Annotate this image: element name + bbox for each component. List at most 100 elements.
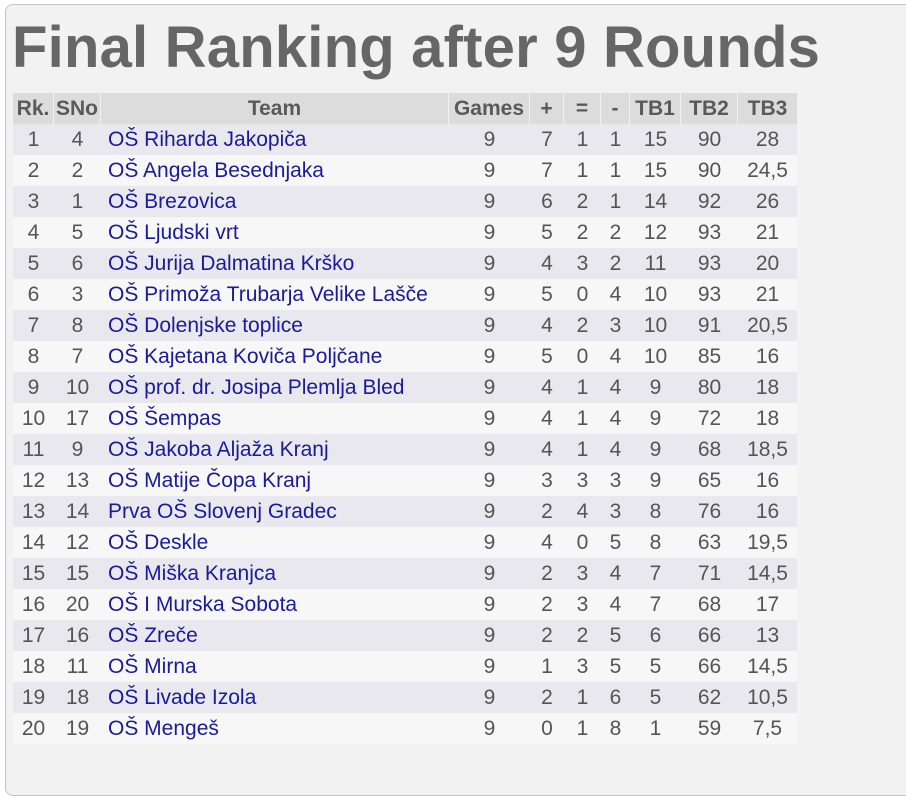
table-row: 16 20 OŠ I Murska Sobota 9 2 3 4 7 68 17 (13, 589, 797, 620)
tb2-cell: 92 (681, 186, 738, 217)
tb2-cell: 93 (681, 279, 738, 310)
games-cell: 9 (449, 217, 530, 248)
draws-cell: 0 (564, 279, 601, 310)
tb1-cell: 9 (630, 372, 681, 403)
tb3-cell: 14,5 (738, 651, 797, 682)
losses-cell: 3 (601, 310, 630, 341)
table-row: 11 9 OŠ Jakoba Aljaža Kranj 9 4 1 4 9 68 18,5 (13, 434, 797, 465)
team-link[interactable]: OŠ Dolenjske toplice (101, 310, 449, 341)
team-link[interactable]: OŠ Primoža Trubarja Velike Lašče (101, 279, 449, 310)
losses-cell: 5 (601, 527, 630, 558)
team-link[interactable]: OŠ Jakoba Aljaža Kranj (101, 434, 449, 465)
losses-cell: 1 (601, 155, 630, 186)
header-team: Team (101, 93, 449, 124)
start-number-cell: 10 (54, 372, 101, 403)
tb1-cell: 5 (630, 651, 681, 682)
losses-cell: 4 (601, 372, 630, 403)
tb2-cell: 76 (681, 496, 738, 527)
losses-cell: 2 (601, 217, 630, 248)
tb1-cell: 7 (630, 589, 681, 620)
start-number-cell: 15 (54, 558, 101, 589)
ranking-table-body: 1 4 OŠ Riharda Jakopiča 9 7 1 1 15 90 28 2 2 OŠ Ange… (13, 124, 797, 744)
table-row: 10 17 OŠ Šempas 9 4 1 4 9 72 18 (13, 403, 797, 434)
table-row: 12 13 OŠ Matije Čopa Kranj 9 3 3 3 9 65 16 (13, 465, 797, 496)
start-number-cell: 8 (54, 310, 101, 341)
table-row: 17 16 OŠ Zreče 9 2 2 5 6 66 13 (13, 620, 797, 651)
table-row: 14 12 OŠ Deskle 9 4 0 5 8 63 19,5 (13, 527, 797, 558)
games-cell: 9 (449, 186, 530, 217)
table-row: 19 18 OŠ Livade Izola 9 2 1 6 5 62 10,5 (13, 682, 797, 713)
draws-cell: 3 (564, 558, 601, 589)
games-cell: 9 (449, 713, 530, 744)
table-row: 9 10 OŠ prof. dr. Josipa Plemlja Bled 9 4 1 4 9… (13, 372, 797, 403)
team-link[interactable]: OŠ Šempas (101, 403, 449, 434)
team-link[interactable]: OŠ Kajetana Koviča Poljčane (101, 341, 449, 372)
start-number-cell: 9 (54, 434, 101, 465)
tb1-cell: 10 (630, 279, 681, 310)
wins-cell: 7 (530, 124, 564, 155)
table-row: 2 2 OŠ Angela Besednjaka 9 7 1 1 15 90 24,5 (13, 155, 797, 186)
start-number-cell: 2 (54, 155, 101, 186)
losses-cell: 4 (601, 341, 630, 372)
tb1-cell: 9 (630, 403, 681, 434)
start-number-cell: 3 (54, 279, 101, 310)
tb1-cell: 6 (630, 620, 681, 651)
team-link[interactable]: OŠ Ljudski vrt (101, 217, 449, 248)
team-link[interactable]: OŠ I Murska Sobota (101, 589, 449, 620)
tb2-cell: 90 (681, 124, 738, 155)
wins-cell: 2 (530, 620, 564, 651)
draws-cell: 4 (564, 496, 601, 527)
games-cell: 9 (449, 651, 530, 682)
team-link[interactable]: OŠ Jurija Dalmatina Krško (101, 248, 449, 279)
games-cell: 9 (449, 589, 530, 620)
team-link[interactable]: OŠ Matije Čopa Kranj (101, 465, 449, 496)
tb1-cell: 10 (630, 310, 681, 341)
start-number-cell: 7 (54, 341, 101, 372)
rank-cell: 5 (13, 248, 54, 279)
draws-cell: 2 (564, 620, 601, 651)
tb1-cell: 9 (630, 465, 681, 496)
team-link[interactable]: OŠ Angela Besednjaka (101, 155, 449, 186)
tb1-cell: 15 (630, 155, 681, 186)
team-link[interactable]: OŠ Brezovica (101, 186, 449, 217)
wins-cell: 5 (530, 341, 564, 372)
games-cell: 9 (449, 372, 530, 403)
games-cell: 9 (449, 310, 530, 341)
team-link[interactable]: OŠ Riharda Jakopiča (101, 124, 449, 155)
table-row: 6 3 OŠ Primoža Trubarja Velike Lašče 9 5 0 4 10… (13, 279, 797, 310)
rank-cell: 17 (13, 620, 54, 651)
rank-cell: 3 (13, 186, 54, 217)
start-number-cell: 16 (54, 620, 101, 651)
tb3-cell: 14,5 (738, 558, 797, 589)
header-draws: = (564, 93, 601, 124)
start-number-cell: 19 (54, 713, 101, 744)
wins-cell: 2 (530, 558, 564, 589)
rank-cell: 8 (13, 341, 54, 372)
tb2-cell: 93 (681, 248, 738, 279)
team-link[interactable]: Prva OŠ Slovenj Gradec (101, 496, 449, 527)
start-number-cell: 18 (54, 682, 101, 713)
tb1-cell: 12 (630, 217, 681, 248)
rank-cell: 12 (13, 465, 54, 496)
rank-cell: 2 (13, 155, 54, 186)
games-cell: 9 (449, 124, 530, 155)
table-row: 3 1 OŠ Brezovica 9 6 2 1 14 92 26 (13, 186, 797, 217)
team-link[interactable]: OŠ Zreče (101, 620, 449, 651)
tb2-cell: 68 (681, 434, 738, 465)
tb2-cell: 90 (681, 155, 738, 186)
wins-cell: 4 (530, 310, 564, 341)
team-link[interactable]: OŠ Livade Izola (101, 682, 449, 713)
team-link[interactable]: OŠ Mirna (101, 651, 449, 682)
team-link[interactable]: OŠ prof. dr. Josipa Plemlja Bled (101, 372, 449, 403)
team-link[interactable]: OŠ Mengeš (101, 713, 449, 744)
table-row: 20 19 OŠ Mengeš 9 0 1 8 1 59 7,5 (13, 713, 797, 744)
draws-cell: 0 (564, 527, 601, 558)
wins-cell: 4 (530, 372, 564, 403)
start-number-cell: 1 (54, 186, 101, 217)
tb3-cell: 18 (738, 372, 797, 403)
team-link[interactable]: OŠ Deskle (101, 527, 449, 558)
team-link[interactable]: OŠ Miška Kranjca (101, 558, 449, 589)
wins-cell: 4 (530, 527, 564, 558)
losses-cell: 3 (601, 465, 630, 496)
